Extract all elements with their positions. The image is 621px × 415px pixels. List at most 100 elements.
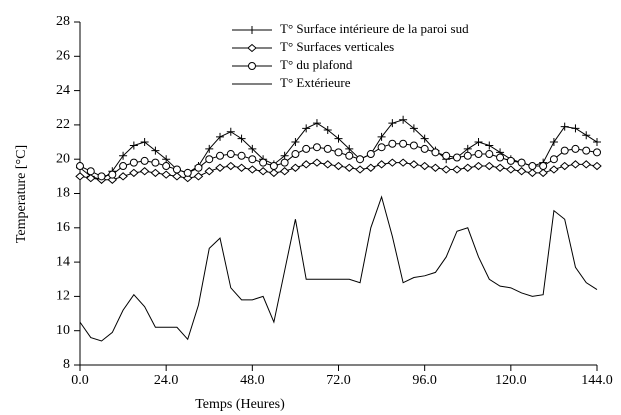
data-point	[301, 160, 311, 169]
marker-shape	[399, 115, 408, 124]
marker-shape	[462, 163, 473, 172]
data-point	[226, 127, 235, 136]
marker-shape	[388, 119, 397, 128]
marker-shape	[280, 158, 289, 167]
legend-label: T° du plafond	[280, 57, 353, 72]
data-point	[280, 151, 289, 160]
data-point	[484, 161, 495, 171]
data-point	[517, 158, 526, 167]
y-tick-label: 22	[56, 117, 70, 132]
data-point	[172, 165, 181, 174]
data-point	[399, 115, 408, 124]
data-point	[118, 172, 128, 181]
marker-shape	[570, 160, 581, 169]
marker-shape	[334, 148, 343, 157]
marker-shape	[290, 163, 301, 172]
data-point	[269, 162, 278, 171]
data-point	[269, 168, 279, 178]
marker-shape	[118, 172, 128, 181]
data-point	[420, 134, 429, 143]
data-point	[140, 138, 149, 147]
data-point	[151, 146, 160, 155]
marker-shape	[485, 141, 494, 150]
legend-marker	[247, 43, 257, 53]
marker-shape	[387, 158, 398, 167]
data-point	[560, 146, 569, 155]
marker-shape	[495, 163, 505, 172]
marker-shape	[322, 160, 333, 169]
data-point	[215, 163, 225, 172]
marker-shape	[129, 141, 138, 150]
data-point	[205, 144, 214, 153]
marker-shape	[248, 26, 256, 34]
data-point	[119, 162, 128, 171]
y-tick-label: 18	[56, 186, 70, 201]
marker-shape	[355, 165, 365, 174]
marker-shape	[97, 172, 106, 181]
marker-shape	[119, 151, 128, 160]
x-tick-label: 48.0	[240, 373, 265, 388]
data-point	[151, 158, 160, 167]
x-tick-label: 144.0	[581, 373, 613, 388]
data-point	[570, 160, 581, 169]
data-point	[161, 170, 171, 179]
marker-shape	[312, 158, 322, 167]
marker-shape	[376, 160, 387, 169]
marker-shape	[441, 165, 451, 174]
data-point	[248, 144, 257, 153]
marker-shape	[516, 167, 527, 176]
marker-shape	[269, 162, 278, 171]
marker-shape	[204, 167, 215, 176]
legend-marker	[248, 62, 256, 70]
data-point	[398, 158, 408, 167]
marker-shape	[119, 162, 128, 171]
y-tick-label: 10	[56, 323, 70, 338]
x-tick-label: 120.0	[495, 373, 527, 388]
y-tick-label: 24	[56, 83, 70, 98]
data-point	[387, 158, 398, 167]
data-point	[431, 148, 440, 157]
legend-label: T° Surfaces verticales	[280, 39, 394, 54]
marker-shape	[280, 151, 289, 160]
data-point	[216, 151, 225, 160]
y-tick-label: 16	[56, 220, 70, 235]
data-point	[377, 143, 386, 152]
data-point	[388, 119, 397, 128]
data-point	[366, 150, 375, 159]
data-point	[549, 155, 558, 164]
data-point	[366, 163, 376, 172]
marker-shape	[344, 163, 355, 172]
data-point	[420, 144, 429, 153]
marker-shape	[366, 150, 375, 159]
data-point	[419, 161, 430, 171]
data-point	[582, 131, 591, 140]
data-point	[194, 163, 203, 172]
data-point	[409, 124, 418, 133]
data-point	[312, 143, 321, 152]
marker-shape	[485, 150, 494, 159]
marker-shape	[151, 158, 160, 167]
marker-shape	[248, 155, 257, 164]
data-point	[334, 134, 343, 143]
marker-shape	[484, 161, 495, 171]
data-point	[290, 163, 301, 172]
data-point	[108, 170, 117, 179]
data-point	[323, 126, 332, 135]
marker-shape	[86, 167, 95, 176]
marker-shape	[398, 158, 408, 167]
marker-shape	[549, 138, 558, 147]
data-point	[495, 163, 505, 172]
data-point	[258, 167, 268, 176]
data-point	[549, 138, 558, 147]
data-point	[452, 165, 462, 174]
marker-shape	[140, 138, 149, 147]
data-point	[150, 168, 161, 178]
data-point	[323, 144, 332, 153]
data-point	[183, 168, 192, 177]
marker-shape	[216, 151, 225, 160]
marker-shape	[538, 168, 548, 178]
data-point	[312, 119, 321, 128]
marker-shape	[215, 163, 225, 172]
data-point	[506, 165, 516, 174]
